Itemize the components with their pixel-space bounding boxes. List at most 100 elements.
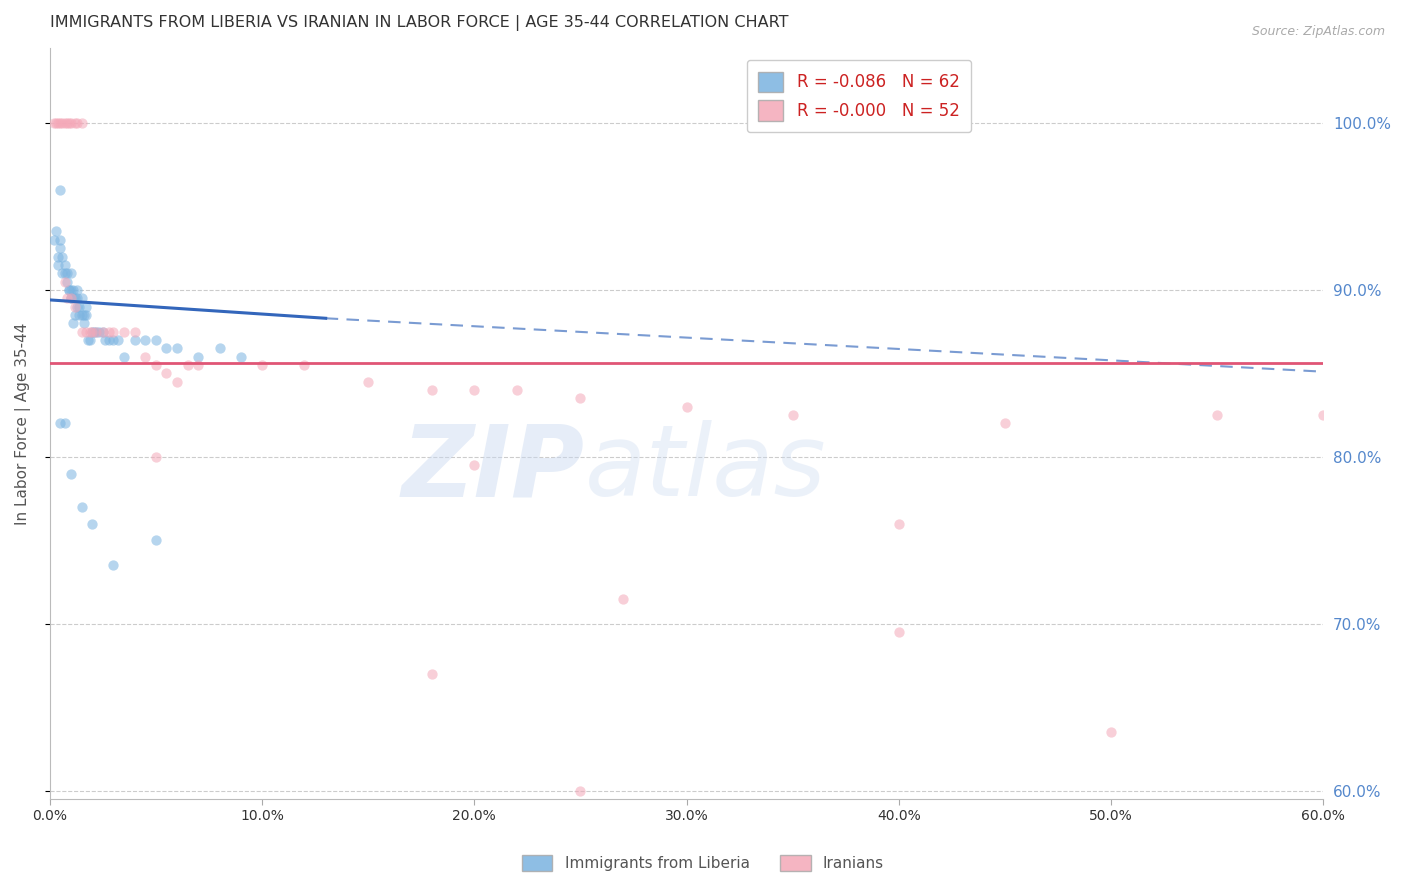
- Point: [75, 325, 97, 339]
- Text: IMMIGRANTS FROM LIBERIA VS IRANIAN IN LABOR FORCE | AGE 35-44 CORRELATION CHART: IMMIGRANTS FROM LIBERIA VS IRANIAN IN LA…: [49, 15, 789, 31]
- Point: [569, 392, 592, 406]
- Point: [55, 266, 77, 280]
- Point: [58, 283, 80, 297]
- Point: [59, 291, 82, 305]
- Point: [112, 325, 135, 339]
- Point: [463, 383, 485, 397]
- Point: [463, 458, 485, 473]
- Point: [53, 116, 76, 130]
- Point: [63, 308, 86, 322]
- Point: [55, 291, 77, 305]
- Point: [675, 400, 697, 414]
- Point: [53, 417, 76, 431]
- Text: Source: ZipAtlas.com: Source: ZipAtlas.com: [1251, 25, 1385, 38]
- Point: [49, 241, 72, 255]
- Point: [66, 116, 89, 130]
- Point: [103, 333, 125, 347]
- Point: [42, 233, 65, 247]
- Point: [166, 375, 188, 389]
- Point: [91, 325, 114, 339]
- Point: [420, 383, 443, 397]
- Point: [86, 325, 108, 339]
- Point: [46, 258, 69, 272]
- Point: [506, 383, 529, 397]
- Point: [59, 291, 82, 305]
- Point: [145, 358, 167, 372]
- Point: [134, 333, 156, 347]
- Point: [49, 116, 72, 130]
- Point: [82, 516, 104, 531]
- Point: [62, 291, 84, 305]
- Point: [70, 308, 93, 322]
- Point: [294, 358, 316, 372]
- Point: [55, 275, 77, 289]
- Point: [357, 375, 380, 389]
- Point: [53, 275, 76, 289]
- Text: atlas: atlas: [585, 420, 827, 517]
- Point: [63, 291, 86, 305]
- Point: [155, 341, 177, 355]
- Point: [62, 316, 84, 330]
- Point: [1206, 408, 1229, 422]
- Point: [782, 408, 804, 422]
- Point: [1312, 408, 1334, 422]
- Point: [103, 325, 125, 339]
- Point: [145, 333, 167, 347]
- Point: [124, 325, 146, 339]
- Point: [145, 533, 167, 548]
- Point: [66, 291, 89, 305]
- Point: [229, 350, 252, 364]
- Text: ZIP: ZIP: [402, 420, 585, 517]
- Point: [87, 325, 110, 339]
- Point: [58, 283, 80, 297]
- Point: [59, 467, 82, 481]
- Point: [77, 333, 100, 347]
- Point: [51, 250, 73, 264]
- Point: [82, 325, 104, 339]
- Point: [59, 116, 82, 130]
- Point: [49, 183, 72, 197]
- Point: [73, 308, 96, 322]
- Point: [53, 258, 76, 272]
- Point: [59, 266, 82, 280]
- Point: [51, 266, 73, 280]
- Point: [124, 333, 146, 347]
- Point: [887, 516, 910, 531]
- Point: [75, 308, 97, 322]
- Point: [53, 266, 76, 280]
- Point: [63, 300, 86, 314]
- Point: [69, 308, 91, 322]
- Point: [145, 450, 167, 464]
- Legend: R = -0.086   N = 62, R = -0.000   N = 52: R = -0.086 N = 62, R = -0.000 N = 52: [747, 60, 972, 132]
- Point: [70, 116, 93, 130]
- Point: [79, 325, 101, 339]
- Point: [91, 325, 114, 339]
- Point: [83, 325, 105, 339]
- Point: [82, 325, 104, 339]
- Point: [98, 333, 121, 347]
- Point: [187, 358, 209, 372]
- Point: [208, 341, 231, 355]
- Point: [51, 116, 73, 130]
- Point: [250, 358, 273, 372]
- Point: [569, 783, 592, 797]
- Point: [66, 283, 89, 297]
- Point: [887, 625, 910, 640]
- Point: [79, 333, 101, 347]
- Legend: Immigrants from Liberia, Iranians: Immigrants from Liberia, Iranians: [516, 849, 890, 877]
- Point: [59, 283, 82, 297]
- Point: [46, 250, 69, 264]
- Point: [70, 291, 93, 305]
- Point: [42, 116, 65, 130]
- Point: [49, 233, 72, 247]
- Point: [69, 300, 91, 314]
- Point: [62, 283, 84, 297]
- Point: [45, 224, 67, 238]
- Point: [98, 325, 121, 339]
- Point: [70, 500, 93, 514]
- Point: [94, 333, 117, 347]
- Point: [58, 116, 80, 130]
- Point: [66, 300, 89, 314]
- Point: [103, 558, 125, 573]
- Point: [55, 116, 77, 130]
